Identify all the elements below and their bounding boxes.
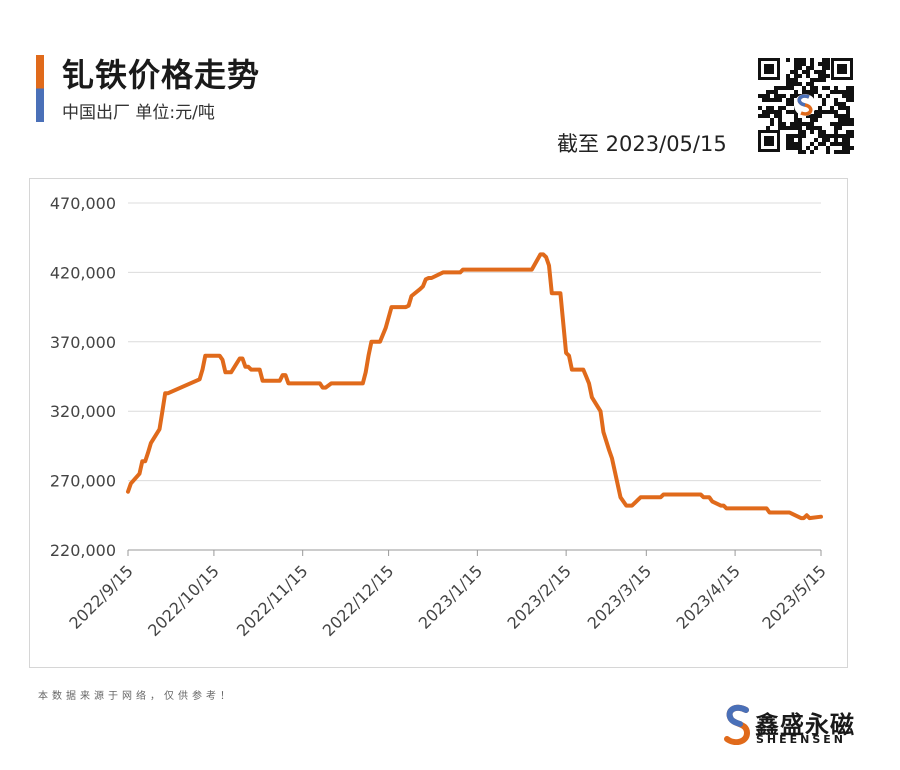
- x-tick-label: 2022/12/15: [319, 561, 398, 640]
- x-tick-label: 2022/10/15: [144, 561, 223, 640]
- x-tick-label: 2022/11/15: [233, 561, 312, 640]
- y-tick-label: 470,000: [50, 194, 116, 213]
- brand-name-en: SHEENSEN: [756, 733, 847, 746]
- as-of-date: 截至 2023/05/15: [557, 132, 727, 156]
- title-accent-bar: [36, 55, 44, 122]
- x-tick-label: 2022/9/15: [65, 561, 136, 632]
- y-tick-label: 320,000: [50, 402, 116, 421]
- source-note: 本数据来源于网络，仅供参考！: [38, 691, 234, 702]
- qr-code-icon: [755, 55, 856, 155]
- chart-subtitle: 中国出厂 单位:元/吨: [62, 103, 215, 123]
- series-line: [126, 252, 823, 521]
- y-tick-label: 370,000: [50, 333, 116, 352]
- x-tick-label: 2023/1/15: [415, 561, 486, 632]
- line-chart: 220,000 270,000 320,000 370,000 420,000 470,0…: [50, 194, 830, 640]
- x-tick-label: 2023/4/15: [672, 561, 743, 632]
- brand-s-icon: [724, 704, 751, 745]
- chart-title: 钆铁价格走势: [62, 56, 261, 94]
- chart-panel: 220,000 270,000 320,000 370,000 420,000 470,0…: [29, 178, 848, 668]
- y-tick-label: 420,000: [50, 263, 116, 282]
- x-tick-label: 2023/2/15: [504, 561, 575, 632]
- brand-name-cn: 鑫盛永磁: [755, 711, 855, 739]
- x-tick-label: 2023/5/15: [758, 561, 829, 632]
- x-tick-label: 2023/3/15: [584, 561, 655, 632]
- brand-logo: 鑫盛永磁 SHEENSEN: [723, 703, 863, 749]
- y-tick-label: 270,000: [50, 472, 116, 491]
- y-tick-label: 220,000: [50, 541, 116, 560]
